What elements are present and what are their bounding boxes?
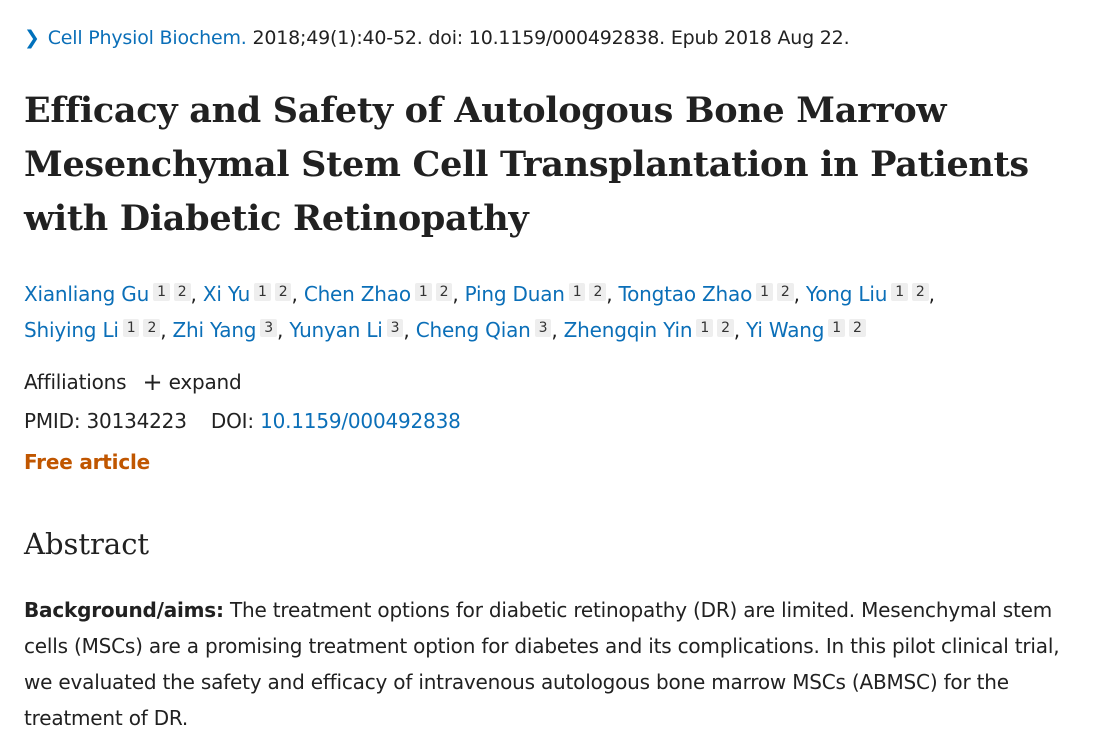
author-link[interactable]: Chen Zhao: [303, 282, 411, 306]
affiliation-ref-button[interactable]: 1: [122, 319, 140, 337]
affiliation-ref-button[interactable]: 3: [260, 319, 278, 337]
author-link[interactable]: Zhi Yang: [172, 318, 257, 342]
affiliation-ref-button[interactable]: 1: [891, 283, 908, 301]
abstract-body: The treatment options for diabetic retin…: [24, 598, 1060, 730]
affiliation-ref-button[interactable]: 2: [911, 283, 929, 301]
abstract-text: Background/aims: The treatment options f…: [24, 592, 1084, 736]
journal-link[interactable]: Cell Physiol Biochem.: [47, 27, 247, 49]
affiliation-ref-button[interactable]: 2: [173, 283, 191, 301]
author-link[interactable]: Xi Yu: [202, 282, 251, 306]
author-link[interactable]: Zhengqin Yin: [563, 318, 693, 342]
pmid-label: PMID:: [24, 409, 81, 433]
affiliation-ref-button[interactable]: 1: [568, 283, 586, 301]
author-link[interactable]: Tongtao Zhao: [618, 282, 753, 306]
affiliation-ref-button[interactable]: 3: [534, 319, 552, 337]
chevron-right-icon[interactable]: ❯: [24, 27, 40, 49]
affiliation-ref-button[interactable]: 2: [848, 319, 866, 337]
abstract-section-label: Background/aims:: [24, 598, 224, 622]
affiliation-ref-button[interactable]: 2: [776, 283, 794, 301]
affiliation-ref-button[interactable]: 1: [756, 283, 773, 301]
affiliation-ref-button[interactable]: 1: [696, 319, 714, 337]
affiliations-row: Affiliations + expand: [24, 368, 242, 396]
author-link[interactable]: Yi Wang: [746, 318, 825, 342]
pmid-value: 30134223: [86, 409, 187, 433]
identifiers: PMID: 30134223 DOI: 10.1159/000492838: [24, 409, 461, 433]
affiliation-ref-button[interactable]: 1: [254, 283, 271, 301]
author-link[interactable]: Xianliang Gu: [24, 282, 150, 306]
affiliation-ref-button[interactable]: 1: [828, 319, 845, 337]
affiliation-ref-button[interactable]: 1: [414, 283, 432, 301]
citation-details: 2018;49(1):40-52. doi: 10.1159/000492838…: [252, 27, 850, 49]
free-article-badge: Free article: [24, 450, 150, 474]
affiliation-ref-button[interactable]: 2: [274, 283, 292, 301]
author-link[interactable]: Ping Duan: [464, 282, 565, 306]
author-link[interactable]: Yunyan Li: [289, 318, 383, 342]
plus-icon: +: [142, 368, 163, 396]
author-link[interactable]: Cheng Qian: [415, 318, 531, 342]
author-link[interactable]: Yong Liu: [805, 282, 888, 306]
affiliation-ref-button[interactable]: 2: [143, 319, 161, 337]
affiliations-label: Affiliations: [24, 370, 127, 394]
affiliation-ref-button[interactable]: 2: [717, 319, 734, 337]
affiliation-ref-button[interactable]: 2: [435, 283, 453, 301]
article-title: Efficacy and Safety of Autologous Bone M…: [24, 90, 1029, 239]
abstract-heading: Abstract: [24, 527, 150, 561]
affiliation-ref-button[interactable]: 3: [386, 319, 404, 337]
author-list: Xianliang Gu 1 2, Xi Yu 1 2, Chen Zhao 1 2, Pi…: [24, 282, 935, 342]
citation: ❯ Cell Physiol Biochem. 2018;49(1):40-52.…: [24, 27, 850, 49]
doi-label: DOI:: [210, 409, 254, 433]
affiliation-ref-button[interactable]: 1: [153, 283, 170, 301]
expand-label: expand: [168, 370, 242, 394]
affiliation-ref-button[interactable]: 2: [589, 283, 607, 301]
affiliations-expand-button[interactable]: + expand: [142, 368, 242, 396]
doi-link[interactable]: 10.1159/000492838: [260, 409, 461, 433]
author-link[interactable]: Shiying Li: [24, 318, 119, 342]
